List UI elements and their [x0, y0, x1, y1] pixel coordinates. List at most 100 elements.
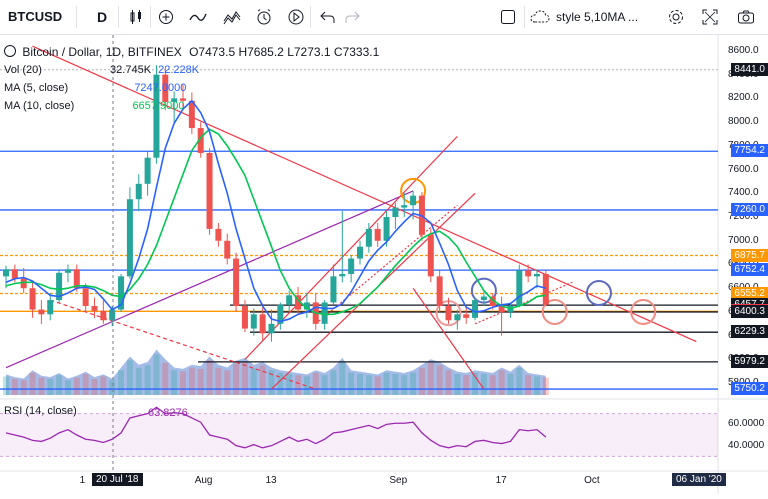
camera-icon[interactable] — [734, 5, 758, 29]
volume-bar — [312, 372, 319, 395]
candle — [286, 290, 293, 312]
candle — [206, 148, 213, 235]
chart-area[interactable]: Bitcoin / Dollar, 1D, BITFINEX O7473.5 H… — [0, 35, 768, 494]
legend-collapse-icon[interactable] — [4, 45, 16, 57]
interval-button[interactable]: D — [96, 9, 108, 25]
volume-bar — [374, 376, 381, 395]
candle-body — [233, 258, 240, 307]
volume-bar — [516, 367, 523, 395]
candle-body — [357, 246, 363, 259]
candle — [3, 265, 9, 289]
price-level-badge: 8441.0 — [731, 62, 768, 76]
volume-bar — [11, 378, 18, 395]
toolbar-divider — [524, 6, 525, 28]
rsi-tick-label: 40.0000 — [728, 439, 765, 451]
fullscreen-icon[interactable] — [698, 5, 722, 29]
layout-icon[interactable] — [496, 5, 520, 29]
volume-bar — [135, 367, 142, 395]
financials-icon[interactable] — [220, 5, 244, 29]
candle-body — [321, 302, 328, 324]
price-tick-label: 8000.0 — [728, 116, 759, 128]
price-level-badge: 7260.0 — [731, 202, 768, 216]
candle — [100, 300, 107, 324]
candle — [516, 264, 523, 308]
rsi-band — [0, 413, 718, 457]
chart-legend-title: Bitcoin / Dollar, 1D, BITFINEX O7473.5 H… — [4, 45, 379, 59]
candle — [91, 297, 98, 318]
chart-layout-name[interactable]: style 5,10MA ... — [556, 10, 639, 24]
volume-bar — [330, 370, 337, 395]
candle-body — [277, 304, 284, 324]
replay-icon[interactable] — [284, 5, 308, 29]
ma5-legend[interactable]: MA (5, close) 7247.0000 — [4, 82, 186, 94]
candle-body — [489, 296, 496, 307]
volume-bar — [286, 373, 293, 395]
price-level-badge: 6229.3 — [731, 325, 768, 339]
candle — [436, 270, 443, 312]
volume-value-1: 32.745K — [110, 64, 152, 76]
volume-legend[interactable]: Vol (20) 32.745K 22.228K — [4, 64, 199, 76]
candle — [277, 302, 284, 330]
volume-bar — [268, 370, 275, 395]
ma5-value: 7247.0000 — [134, 82, 187, 94]
candle-body — [427, 234, 434, 277]
volume-value-2: 22.228K — [158, 64, 200, 76]
volume-bar — [109, 380, 116, 395]
indicators-icon[interactable] — [186, 5, 210, 29]
toolbar-divider — [76, 6, 77, 28]
candle — [348, 255, 355, 283]
candle — [268, 309, 275, 342]
volume-bar — [20, 380, 27, 395]
candle-body — [20, 278, 27, 289]
legend-high: H7685.2 — [238, 45, 284, 59]
candle-body — [410, 195, 417, 206]
cloud-icon[interactable] — [528, 5, 552, 29]
candle-body — [135, 183, 142, 200]
candle — [180, 84, 186, 111]
volume-bar — [3, 376, 9, 395]
candle-body — [348, 258, 355, 274]
undo-icon[interactable] — [316, 5, 340, 29]
settings-gear-icon[interactable] — [664, 5, 688, 29]
rsi-value: 63.8276 — [148, 407, 188, 419]
candle — [82, 283, 89, 312]
annotation-circle-red — [541, 298, 568, 325]
volume-bar — [383, 372, 390, 395]
price-tick-label: 7000.0 — [728, 234, 759, 246]
candle — [224, 233, 231, 265]
ma10-legend[interactable]: MA (10, close) 6657.9000 — [4, 100, 184, 112]
rsi-legend[interactable]: RSI (14, close) — [4, 405, 77, 417]
channel-line-dotted — [315, 204, 458, 325]
price-level-badge: 5979.2 — [731, 354, 768, 368]
candle — [480, 290, 487, 307]
ma10-line — [5, 128, 546, 316]
volume-bar — [180, 371, 186, 395]
trend-line-red-down — [32, 45, 697, 343]
price-level-badge: 7754.2 — [731, 144, 768, 158]
candle — [153, 65, 160, 164]
candle — [525, 264, 532, 283]
symbol-search[interactable]: BTCUSD — [8, 9, 63, 24]
candle-body — [498, 306, 505, 312]
candle — [357, 240, 363, 265]
volume-bar — [277, 372, 284, 395]
candle-body — [516, 270, 523, 307]
candle-body — [480, 296, 487, 301]
candle — [197, 122, 204, 158]
alert-clock-icon[interactable] — [252, 5, 276, 29]
volume-bar — [303, 376, 310, 395]
last-date-label: 06 Jan '20 — [672, 473, 726, 486]
candle — [171, 91, 178, 123]
candle — [20, 268, 27, 293]
candle — [303, 292, 310, 318]
volume-bar — [250, 367, 257, 395]
redo-icon[interactable] — [340, 5, 364, 29]
price-tick-label: 7200.0 — [728, 211, 759, 223]
price-chart[interactable] — [0, 35, 768, 494]
candle-body — [109, 309, 116, 321]
candle-body — [392, 207, 399, 218]
add-indicator-icon[interactable] — [154, 5, 178, 29]
candles-style-icon[interactable] — [124, 5, 148, 29]
candle-body — [339, 273, 346, 277]
volume-bar — [525, 375, 532, 395]
